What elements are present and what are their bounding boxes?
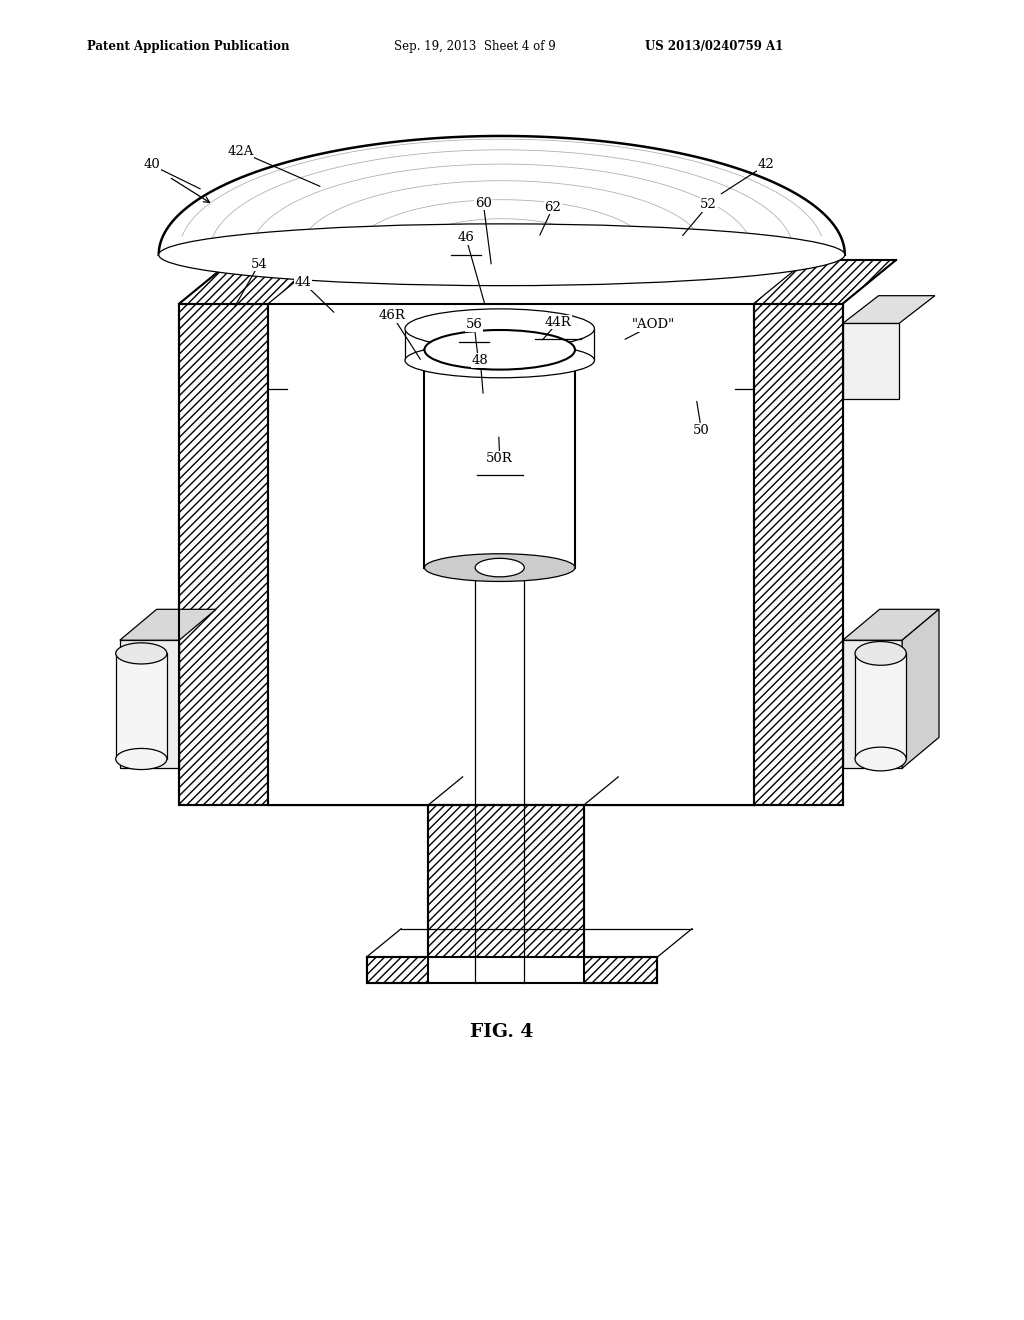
Text: 40: 40 bbox=[143, 158, 160, 172]
Text: 50R: 50R bbox=[486, 451, 513, 465]
Text: FIG. 4: FIG. 4 bbox=[470, 1023, 534, 1041]
Text: 56: 56 bbox=[466, 318, 482, 331]
Polygon shape bbox=[116, 653, 167, 759]
Text: 48: 48 bbox=[472, 354, 488, 367]
Ellipse shape bbox=[424, 330, 575, 370]
Text: Patent Application Publication: Patent Application Publication bbox=[87, 40, 290, 53]
Text: 42: 42 bbox=[758, 158, 774, 172]
Text: 44R: 44R bbox=[545, 315, 571, 329]
Polygon shape bbox=[754, 260, 896, 304]
Text: 54: 54 bbox=[251, 257, 267, 271]
Polygon shape bbox=[179, 260, 322, 304]
Polygon shape bbox=[428, 805, 584, 957]
Text: 52: 52 bbox=[700, 198, 717, 211]
Polygon shape bbox=[367, 957, 428, 983]
Polygon shape bbox=[855, 653, 906, 759]
Ellipse shape bbox=[159, 224, 845, 285]
Ellipse shape bbox=[855, 642, 906, 665]
Text: 46: 46 bbox=[458, 231, 474, 244]
Text: US 2013/0240759 A1: US 2013/0240759 A1 bbox=[645, 40, 783, 53]
Text: "AOD": "AOD" bbox=[632, 318, 675, 331]
Polygon shape bbox=[843, 640, 902, 768]
Ellipse shape bbox=[404, 343, 594, 378]
Ellipse shape bbox=[404, 309, 594, 348]
Ellipse shape bbox=[855, 747, 906, 771]
Text: 46R: 46R bbox=[379, 309, 406, 322]
Polygon shape bbox=[120, 640, 179, 768]
Polygon shape bbox=[120, 610, 216, 640]
Polygon shape bbox=[584, 957, 657, 983]
Polygon shape bbox=[179, 304, 268, 805]
Ellipse shape bbox=[116, 748, 167, 770]
Text: 42A: 42A bbox=[227, 145, 254, 158]
Text: 60: 60 bbox=[475, 197, 492, 210]
Polygon shape bbox=[754, 304, 843, 805]
Text: 50: 50 bbox=[693, 424, 710, 437]
Polygon shape bbox=[843, 610, 939, 640]
Ellipse shape bbox=[475, 558, 524, 577]
Text: 62: 62 bbox=[545, 201, 561, 214]
Text: Sep. 19, 2013  Sheet 4 of 9: Sep. 19, 2013 Sheet 4 of 9 bbox=[394, 40, 556, 53]
Polygon shape bbox=[902, 610, 939, 768]
Polygon shape bbox=[268, 304, 754, 805]
Ellipse shape bbox=[116, 643, 167, 664]
Ellipse shape bbox=[424, 554, 575, 581]
Polygon shape bbox=[843, 323, 899, 399]
Polygon shape bbox=[843, 296, 935, 323]
Text: 44: 44 bbox=[295, 276, 311, 289]
